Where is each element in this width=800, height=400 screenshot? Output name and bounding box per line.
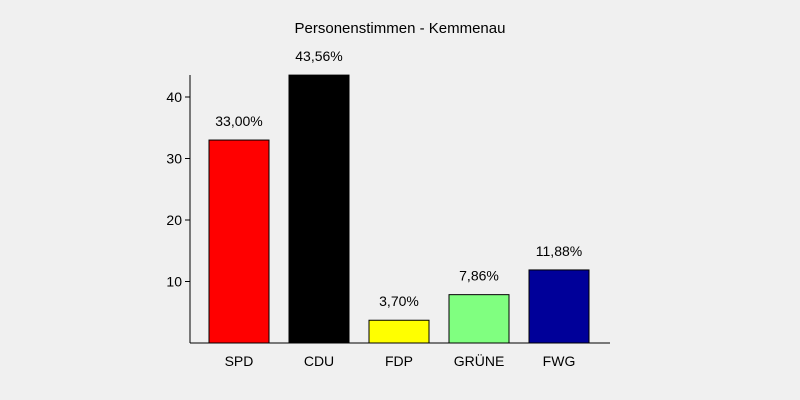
value-label: 11,88% (536, 243, 582, 259)
value-label: 43,56% (295, 48, 342, 64)
value-labels: 33,00% 43,56% 3,70% 7,86% 11,88% (215, 48, 582, 309)
category-label: FWG (543, 353, 576, 369)
bar-spd (208, 139, 270, 344)
y-tick-label: 10 (166, 274, 182, 290)
category-label: GRÜNE (454, 352, 505, 369)
value-label: 33,00% (215, 113, 262, 129)
value-label: 3,70% (379, 293, 419, 309)
bar-fdp (368, 319, 430, 344)
value-label: 7,86% (459, 268, 499, 284)
y-ticks: 10 20 30 40 (166, 89, 190, 290)
y-tick-label: 40 (166, 89, 182, 105)
bar-grüne (448, 294, 510, 344)
chart-title: Personenstimmen - Kemmenau (295, 20, 506, 37)
bars-group (208, 74, 590, 344)
y-tick-label: 30 (166, 151, 182, 167)
category-label: CDU (304, 353, 334, 369)
bar-fwg (528, 269, 590, 344)
category-label: SPD (225, 353, 254, 369)
category-labels: SPD CDU FDP GRÜNE FWG (225, 352, 576, 369)
y-tick-label: 20 (166, 212, 182, 228)
bar-cdu (288, 74, 350, 344)
category-label: FDP (385, 353, 413, 369)
